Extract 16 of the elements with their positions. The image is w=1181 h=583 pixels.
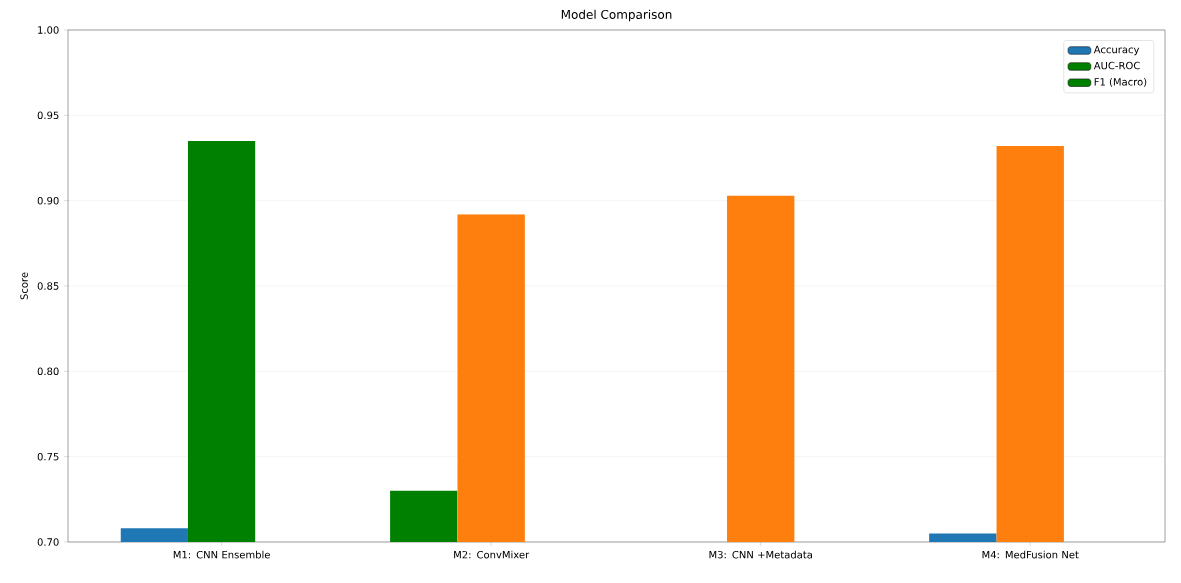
x-tick-label: M2: ConvMixer — [454, 550, 530, 559]
legend-label: F1 (Macro) — [1094, 77, 1147, 87]
x-tick-label: M1: CNN Ensemble — [173, 550, 270, 559]
y-tick-label: 0.95 — [37, 111, 59, 120]
y-tick-label: 1.00 — [38, 26, 59, 34]
x-tick-label: M4: MedFusion Net — [982, 550, 1079, 559]
y-tick-label: 0.85 — [37, 282, 59, 290]
y-tick-label: 0.75 — [37, 452, 59, 461]
y-tick-label: 0.80 — [37, 367, 59, 376]
legend-label: Accuracy — [1093, 45, 1140, 56]
y-tick-label: 0.70 — [37, 538, 59, 546]
legend-label: AUC-ROC — [1093, 61, 1140, 70]
y-axis-title: Score — [20, 272, 28, 300]
y-tick-label: 0.90 — [37, 196, 59, 205]
x-tick-label: M3: CNN +Metadata — [709, 550, 812, 559]
chart-title: Model Comparison — [561, 9, 672, 22]
